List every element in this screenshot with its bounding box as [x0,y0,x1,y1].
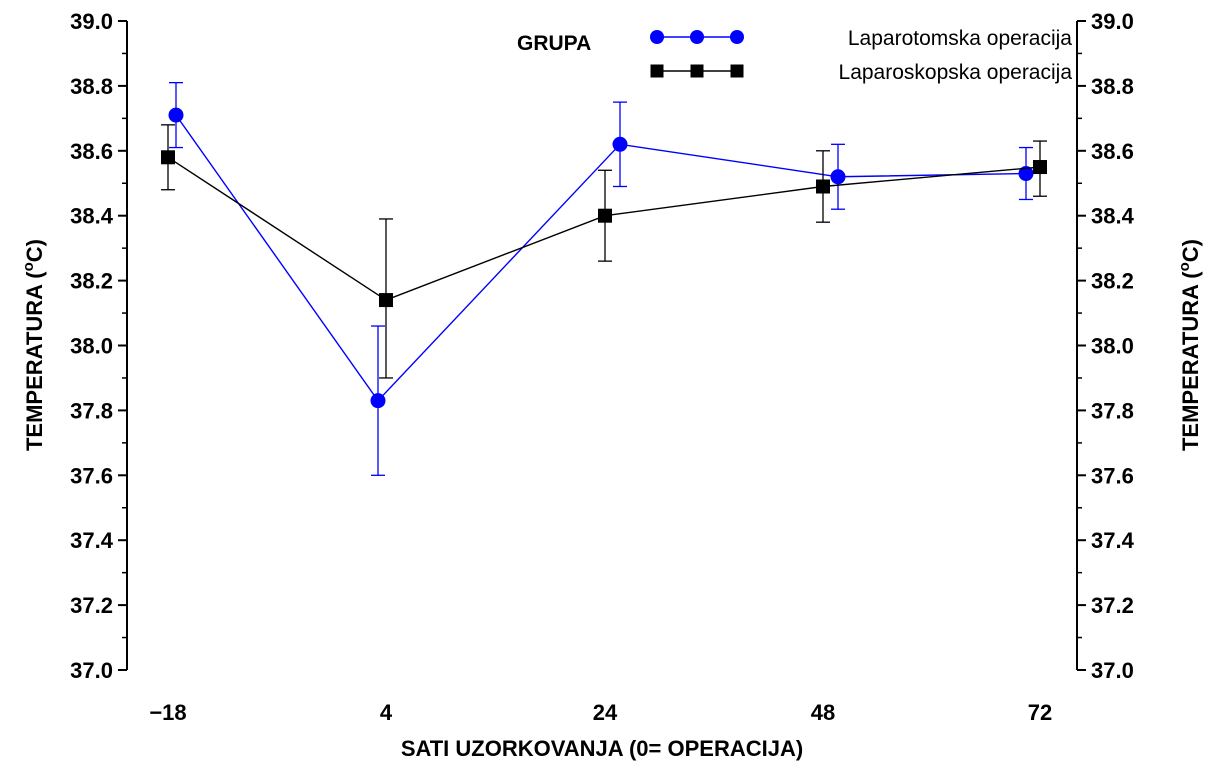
data-point [168,107,184,123]
left-y-ticks: 37.0 37.2 37.4 37.6 37.8 38.0 38.2 38.4 38.6 38.8… [70,9,127,683]
right-y-axis-title-group: TEMPERATURA (oC) [1176,239,1203,451]
left-y-tick-label: 37.6 [70,463,113,488]
data-point [1033,160,1047,175]
right-y-tick-label: 38.2 [1091,269,1134,294]
legend-marker [690,64,704,78]
right-y-axis-title: TEMPERATURA (oC) [1176,239,1203,451]
series-laparoskopska [161,124,1047,379]
x-tick-label: −18 [149,700,186,725]
left-y-tick-label: 37.4 [70,528,114,553]
series-layer [161,82,1047,476]
legend-items: Laparotomska operacija Laparoskopska oper… [650,27,1072,84]
series-line [167,156,1041,301]
left-y-tick-label: 38.6 [70,139,113,164]
left-y-tick-label: 37.8 [70,398,113,423]
data-point [370,393,386,409]
legend: GRUPA Laparotomska operacija Laparoskopsk… [517,27,1072,84]
x-axis-title: SATI UZORKOVANJA (0= OPERACIJA) [401,736,803,761]
left-y-tick-label: 37.0 [70,658,113,683]
data-point [830,169,846,185]
right-y-tick-label: 37.0 [1091,658,1134,683]
data-point [612,136,628,152]
right-y-tick-label: 38.0 [1091,334,1134,359]
right-y-tick-label: 37.2 [1091,593,1134,618]
x-tick-label: 4 [380,700,393,725]
right-y-ticks: 37.0 37.2 37.4 37.6 37.8 38.0 38.2 38.4 38.6 38.8… [1077,9,1135,683]
left-y-axis-title: TEMPERATURA (oC) [20,239,47,451]
right-y-tick-label: 37.4 [1091,528,1135,553]
left-y-tick-label: 37.2 [70,593,113,618]
data-point [379,293,393,308]
x-tick-labels: −18 4 24 48 72 [149,700,1052,725]
data-point [816,179,830,194]
series-line [175,114,1027,402]
x-tick-label: 72 [1028,700,1052,725]
axes [126,21,1078,670]
left-y-tick-label: 39.0 [70,9,113,34]
data-point [161,150,175,165]
left-y-tick-label: 38.0 [70,334,113,359]
right-y-tick-label: 38.8 [1091,74,1134,99]
data-point [598,208,612,223]
legend-title: GRUPA [517,32,591,55]
x-tick-label: 48 [811,700,835,725]
legend-marker [730,30,744,44]
right-y-tick-label: 37.6 [1091,463,1134,488]
data-point [1018,166,1034,182]
x-tick-label: 24 [593,700,618,725]
left-y-tick-label: 38.8 [70,74,113,99]
left-y-axis-title-group: TEMPERATURA (oC) [20,239,47,451]
legend-label: Laparoskopska operacija [839,61,1073,84]
right-y-tick-label: 39.0 [1091,9,1134,34]
left-y-tick-label: 38.4 [70,204,114,229]
right-y-tick-label: 37.8 [1091,398,1134,423]
right-y-tick-label: 38.6 [1091,139,1134,164]
legend-marker [730,64,744,78]
series-laparotomska [168,82,1034,476]
left-y-tick-label: 38.2 [70,269,113,294]
right-y-tick-label: 38.4 [1091,204,1135,229]
legend-marker [650,64,664,78]
legend-label: Laparotomska operacija [848,27,1072,50]
legend-marker [690,30,704,44]
legend-marker [650,30,664,44]
